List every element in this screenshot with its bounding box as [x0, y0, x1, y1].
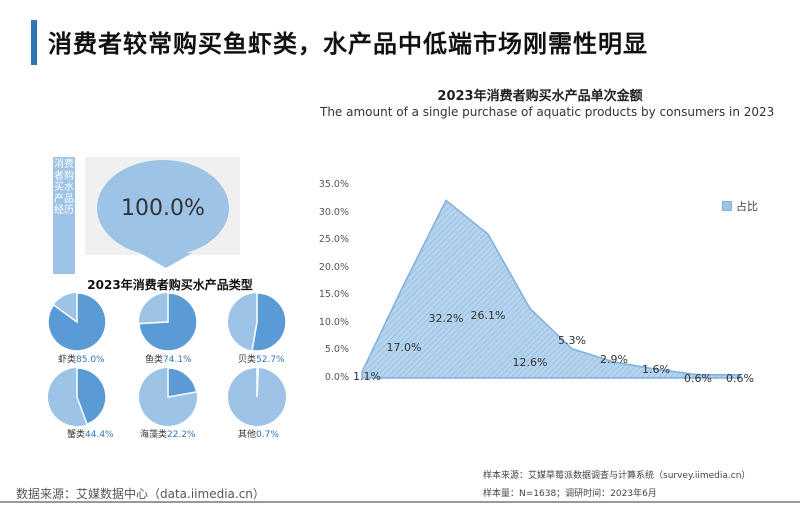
area-series-fill: [361, 199, 741, 379]
pie-4: [139, 367, 198, 426]
chart-title: 2023年消费者购买水产品单次金额: [437, 89, 643, 104]
data-label: 1.1%: [353, 370, 381, 383]
y-tick-label: 35.0%: [318, 179, 349, 190]
sample-source: 样本来源：艾媒草莓派数据调查与计算系统（survey.iimedia.cn）: [483, 471, 751, 481]
data-label: 12.6%: [512, 355, 548, 369]
legend-label: 占比: [736, 200, 758, 213]
y-tick-label: 10.0%: [318, 316, 349, 328]
pie-2: [228, 292, 287, 352]
y-tick-label: 25.0%: [318, 234, 349, 246]
pie-3: [48, 367, 107, 426]
data-label: 1.6%: [642, 363, 670, 377]
title-accent-bar: [31, 20, 37, 65]
pie-label: 其他0.7%: [238, 430, 279, 440]
pie-label: 虾类85.0%: [58, 355, 105, 365]
pie-0: [47, 292, 107, 352]
data-label: 17.0%: [386, 341, 422, 355]
data-label: 0.6%: [684, 371, 712, 385]
pie-section-title: 2023年消费者购买水产品类型: [87, 278, 253, 292]
data-label: 26.1%: [470, 309, 506, 323]
chart-subtitle: The amount of a single purchase of aquat…: [320, 105, 775, 119]
pie-label: 贝类52.7%: [238, 355, 285, 365]
legend-swatch: [722, 201, 732, 211]
y-tick-label: 20.0%: [318, 261, 349, 273]
pie-5: [228, 367, 286, 426]
bubble-pointer: [140, 253, 192, 268]
pie-1: [138, 292, 198, 352]
y-tick-label: 5.0%: [324, 344, 349, 356]
data-label: 2.9%: [600, 353, 628, 366]
y-tick-label: 30.0%: [318, 206, 349, 218]
data-label: 32.2%: [428, 312, 464, 326]
y-tick-label: 0.0%: [324, 372, 349, 383]
data-source: 数据来源：艾媒数据中心（data.iimedia.cn）: [16, 487, 265, 501]
data-label: 0.6%: [726, 371, 754, 385]
chart-legend: 占比: [722, 198, 758, 214]
pie-label: 蟹类44.4%: [67, 430, 114, 440]
bubble-value: 100.0%: [121, 195, 205, 221]
pie-label: 鱼类74.1%: [145, 355, 192, 365]
experience-bubble: 100.0%: [97, 160, 229, 256]
pie-label: 海藻类22.2%: [140, 430, 196, 440]
vertical-label: 消费者购买水产品经历: [53, 157, 75, 274]
page-title: 消费者较常购买鱼虾类，水产品中低端市场刚需性明显: [48, 30, 648, 58]
footer-divider: [0, 501, 800, 503]
sample-size: 样本量：N=1638；调研时间：2023年6月: [483, 489, 657, 499]
y-tick-label: 15.0%: [318, 289, 349, 301]
data-label: 5.3%: [558, 333, 586, 347]
